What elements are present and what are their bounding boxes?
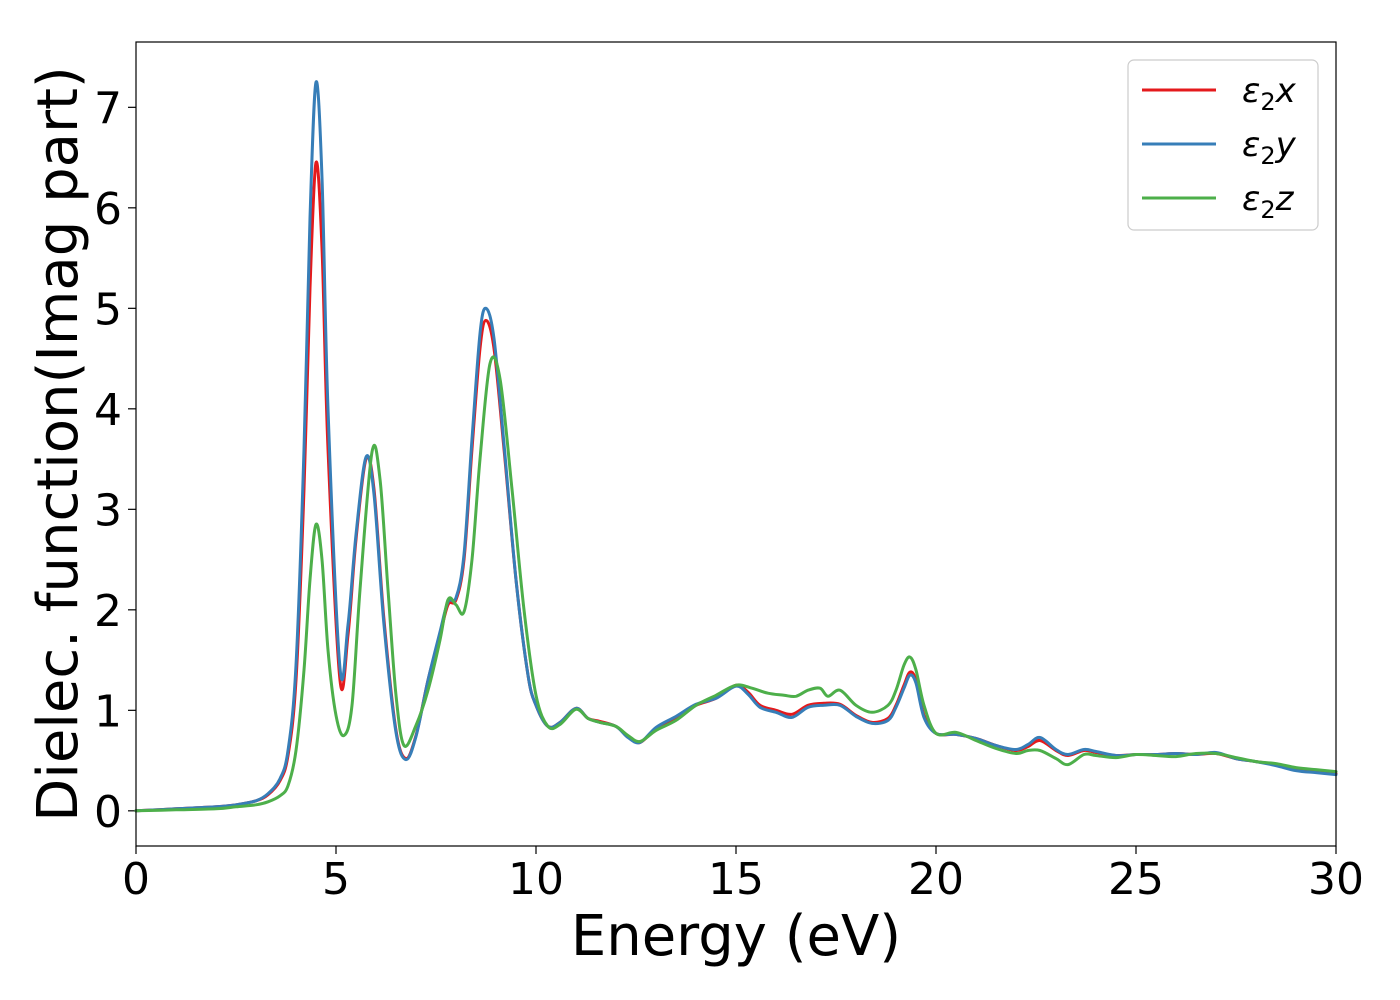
legend-label-variable: z <box>1275 179 1295 219</box>
series-layer <box>134 80 1338 813</box>
y-axis-title: Dielec. function(Imag part) <box>26 66 91 822</box>
y-tick-label: 2 <box>94 586 122 637</box>
series-line-z <box>134 355 1338 813</box>
x-tick-label: 0 <box>122 854 150 905</box>
x-tick-label: 15 <box>708 854 764 905</box>
y-tick-label: 7 <box>94 83 122 134</box>
y-tick-label: 6 <box>94 184 122 235</box>
series-line-x <box>134 160 1338 813</box>
legend-label-base: ε <box>1242 125 1260 165</box>
legend-label-base: ε <box>1242 179 1260 219</box>
y-tick-label: 1 <box>94 686 122 737</box>
ticks-layer: 0 5 10 15 20 25 30 0 1 2 3 4 5 6 7 <box>94 83 1364 905</box>
legend-label-subscript: 2 <box>1260 88 1275 116</box>
x-tick-label: 20 <box>908 854 964 905</box>
x-tick-label: 25 <box>1108 854 1164 905</box>
legend-label-variable: y <box>1275 125 1297 165</box>
legend-label-base: ε <box>1242 71 1260 111</box>
x-tick-label: 10 <box>508 854 564 905</box>
legend-label-variable: x <box>1275 71 1297 111</box>
legend-label-y: ε2y <box>1242 125 1297 170</box>
x-tick-label: 30 <box>1308 854 1364 905</box>
legend-label-subscript: 2 <box>1260 142 1275 170</box>
legend-label-x: ε2x <box>1242 71 1297 116</box>
x-tick-label: 5 <box>322 854 350 905</box>
legend-box <box>1127 59 1319 231</box>
legend-label-z: ε2z <box>1242 179 1295 224</box>
y-tick-label: 4 <box>94 385 122 436</box>
x-axis-title: Energy (eV) <box>571 904 901 969</box>
legend-label-subscript: 2 <box>1260 196 1275 224</box>
y-tick-label: 3 <box>94 485 122 536</box>
y-tick-label: 5 <box>94 284 122 335</box>
plot-frame <box>135 41 1337 847</box>
y-tick-label: 0 <box>94 787 122 838</box>
